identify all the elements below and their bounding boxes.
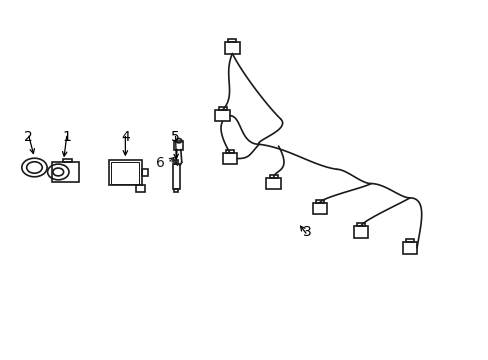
Bar	[52, 162, 79, 182]
Bar	[174, 189, 178, 192]
Bar	[218, 107, 226, 110]
Bar	[225, 150, 233, 153]
Bar	[312, 203, 326, 214]
Bar	[173, 163, 180, 189]
Bar	[222, 153, 237, 164]
Text: 3: 3	[303, 225, 311, 239]
Bar	[174, 141, 183, 150]
Bar	[315, 200, 323, 203]
Bar	[266, 178, 281, 189]
Bar	[215, 110, 229, 121]
Bar	[269, 175, 277, 178]
Bar	[142, 169, 147, 176]
Bar	[224, 42, 239, 54]
Bar	[353, 226, 368, 238]
Bar	[109, 160, 142, 185]
Bar	[228, 39, 236, 42]
Text: 1: 1	[62, 130, 71, 144]
Bar	[111, 162, 139, 184]
Text: 2: 2	[24, 130, 32, 144]
Text: 6: 6	[156, 156, 164, 170]
Bar	[63, 159, 72, 162]
Text: 4: 4	[121, 130, 129, 144]
Bar	[405, 239, 413, 242]
Bar	[402, 242, 416, 253]
Bar	[136, 185, 144, 192]
Text: 5: 5	[171, 130, 180, 144]
Bar	[356, 223, 365, 226]
Bar	[174, 161, 178, 163]
